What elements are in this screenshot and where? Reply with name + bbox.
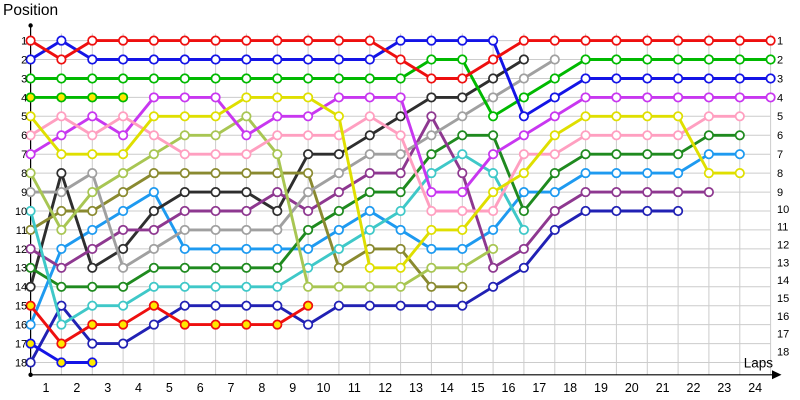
svg-text:23: 23 <box>717 381 731 395</box>
svg-text:7: 7 <box>777 149 783 161</box>
svg-text:20: 20 <box>625 381 639 395</box>
svg-text:11: 11 <box>777 222 788 234</box>
svg-text:15: 15 <box>777 293 789 305</box>
svg-text:6: 6 <box>777 130 783 142</box>
svg-text:12: 12 <box>378 381 392 395</box>
svg-text:2: 2 <box>777 54 783 66</box>
svg-text:17: 17 <box>532 381 546 395</box>
svg-text:11: 11 <box>348 381 361 395</box>
svg-text:13: 13 <box>15 263 27 275</box>
svg-text:17: 17 <box>777 329 789 341</box>
svg-text:10: 10 <box>15 206 27 218</box>
svg-text:9: 9 <box>777 187 783 199</box>
svg-text:18: 18 <box>563 381 577 395</box>
svg-text:18: 18 <box>15 357 27 369</box>
svg-text:4: 4 <box>135 381 142 395</box>
svg-text:3: 3 <box>21 73 27 85</box>
svg-text:1: 1 <box>777 36 783 48</box>
svg-text:13: 13 <box>409 381 423 395</box>
svg-text:14: 14 <box>440 381 454 395</box>
svg-text:9: 9 <box>289 381 296 395</box>
svg-text:12: 12 <box>15 244 27 256</box>
svg-text:16: 16 <box>777 311 789 323</box>
svg-text:5: 5 <box>777 111 783 123</box>
svg-text:2: 2 <box>73 381 80 395</box>
svg-text:15: 15 <box>471 381 485 395</box>
svg-text:18: 18 <box>777 346 789 358</box>
svg-text:24: 24 <box>748 381 762 395</box>
svg-text:15: 15 <box>15 301 27 313</box>
svg-text:3: 3 <box>104 381 111 395</box>
svg-text:1: 1 <box>43 381 50 395</box>
svg-text:14: 14 <box>777 275 789 287</box>
svg-text:3: 3 <box>777 73 783 85</box>
svg-text:13: 13 <box>777 257 789 269</box>
svg-text:7: 7 <box>21 149 27 161</box>
svg-text:17: 17 <box>15 339 27 351</box>
svg-text:7: 7 <box>228 381 235 395</box>
svg-text:16: 16 <box>15 320 27 332</box>
svg-text:8: 8 <box>777 168 783 180</box>
svg-text:8: 8 <box>258 381 265 395</box>
svg-text:8: 8 <box>21 168 27 180</box>
svg-text:21: 21 <box>656 381 670 395</box>
svg-text:16: 16 <box>502 381 516 395</box>
svg-text:2: 2 <box>21 54 27 66</box>
svg-text:12: 12 <box>777 240 789 252</box>
svg-text:Position: Position <box>3 2 58 19</box>
svg-text:4: 4 <box>777 92 783 104</box>
svg-text:5: 5 <box>21 111 27 123</box>
svg-text:Laps: Laps <box>744 356 774 371</box>
svg-text:1: 1 <box>21 36 27 48</box>
svg-text:6: 6 <box>197 381 204 395</box>
svg-text:9: 9 <box>21 187 27 199</box>
svg-text:11: 11 <box>16 225 27 237</box>
svg-text:6: 6 <box>21 130 27 142</box>
svg-text:19: 19 <box>594 381 608 395</box>
svg-text:22: 22 <box>687 381 701 395</box>
svg-text:10: 10 <box>777 204 789 216</box>
svg-text:10: 10 <box>317 381 331 395</box>
svg-text:4: 4 <box>21 92 27 104</box>
svg-text:5: 5 <box>166 381 173 395</box>
svg-text:14: 14 <box>15 282 27 294</box>
